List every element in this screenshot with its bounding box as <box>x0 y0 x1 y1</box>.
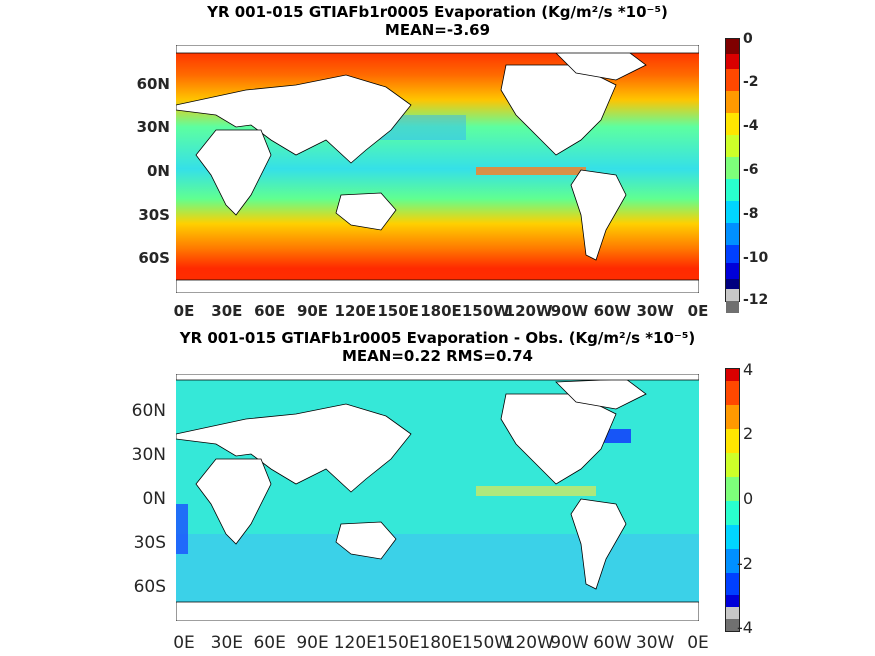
top-ytick-0n: 0N <box>147 162 170 180</box>
bottom-xtick-4: 120E <box>333 633 377 653</box>
bottom-xtick-10: 60W <box>593 633 632 653</box>
bottom-xtick-1: 30E <box>210 633 244 653</box>
bottom-map-svg <box>176 374 699 621</box>
antarctica <box>176 279 699 293</box>
bottom-xtick-8: 120W <box>504 633 554 653</box>
bottom-cb-0: 0 <box>743 489 754 508</box>
top-xtick-0: 0E <box>173 302 195 320</box>
bottom-xtick-0: 0E <box>173 633 195 653</box>
continents-bottom <box>176 374 699 621</box>
equatorial-bias <box>476 486 596 496</box>
bottom-panel: YR 001-015 GTIAFb1r0005 Evaporation - Ob… <box>0 328 875 656</box>
bottom-xtick-11: 30W <box>635 633 675 653</box>
top-ytick-30s: 30S <box>138 206 170 224</box>
top-xtick-12: 0E <box>687 302 709 320</box>
africa <box>195 458 272 545</box>
bottom-ytick-0n: 0N <box>142 489 166 509</box>
australia <box>335 521 397 560</box>
antarctica <box>176 601 699 621</box>
bottom-xtick-6: 180E <box>419 633 463 653</box>
top-title: YR 001-015 GTIAFb1r0005 Evaporation (Kg/… <box>0 3 875 39</box>
arctic <box>176 45 699 54</box>
bottom-colorbar <box>725 368 740 632</box>
bottom-xtick-5: 150E <box>376 633 420 653</box>
top-ytick-30n: 30N <box>136 118 170 136</box>
top-ytick-60s: 60S <box>138 249 170 267</box>
top-cb-m4: -4 <box>743 118 759 134</box>
top-xtick-6: 180E <box>420 302 462 320</box>
top-xtick-3: 90E <box>296 302 329 320</box>
arctic <box>176 374 699 381</box>
southern-ocean-bias <box>176 534 699 604</box>
equatorial-band <box>476 167 586 175</box>
top-xtick-2: 60E <box>254 302 286 320</box>
top-cb-m2: -2 <box>743 74 759 90</box>
top-cb-m6: -6 <box>743 162 759 178</box>
top-title-line1: YR 001-015 GTIAFb1r0005 Evaporation (Kg/… <box>207 3 668 21</box>
eurasia <box>176 74 412 164</box>
bottom-title-line1: YR 001-015 GTIAFb1r0005 Evaporation - Ob… <box>179 329 696 347</box>
bottom-xtick-3: 90E <box>296 633 329 653</box>
top-cb-m8: -8 <box>743 206 759 222</box>
top-cb-m12: -12 <box>743 292 769 308</box>
africa <box>195 129 272 216</box>
bottom-cb-m4: -4 <box>737 618 753 637</box>
top-title-line2: MEAN=-3.69 <box>384 21 491 39</box>
top-xtick-10: 60W <box>593 302 632 320</box>
top-colorbar <box>725 38 740 313</box>
bottom-xtick-2: 60E <box>253 633 286 653</box>
top-xtick-1: 30E <box>211 302 243 320</box>
bottom-cb-4: 4 <box>743 360 754 379</box>
australia <box>335 192 397 231</box>
bottom-xtick-9: 90W <box>550 633 589 653</box>
top-ytick-60n: 60N <box>136 75 170 93</box>
bottom-xtick-12: 0E <box>687 633 709 653</box>
top-cb-0: 0 <box>743 31 753 47</box>
bottom-cb-m2: -2 <box>737 554 753 573</box>
bottom-cb-2: 2 <box>743 424 754 443</box>
top-xtick-5: 150E <box>377 302 419 320</box>
bottom-ytick-60n: 60N <box>131 401 166 421</box>
benguela-bias <box>176 504 188 554</box>
south-america <box>570 498 627 590</box>
top-map <box>176 45 699 293</box>
eurasia <box>176 403 412 493</box>
bottom-ytick-30n: 30N <box>131 445 166 465</box>
bottom-ytick-30s: 30S <box>133 533 166 553</box>
bottom-xtick-7: 150W <box>461 633 512 653</box>
continents <box>176 45 699 293</box>
bottom-title: YR 001-015 GTIAFb1r0005 Evaporation - Ob… <box>0 329 875 365</box>
top-xtick-8: 120W <box>504 302 553 320</box>
top-panel: YR 001-015 GTIAFb1r0005 Evaporation (Kg/… <box>0 3 875 320</box>
top-xtick-7: 150W <box>461 302 510 320</box>
bottom-title-line2: MEAN=0.22 RMS=0.74 <box>342 347 533 365</box>
top-xtick-11: 30W <box>636 302 674 320</box>
top-map-svg <box>176 45 699 293</box>
top-xtick-4: 120E <box>334 302 377 320</box>
bottom-ytick-60s: 60S <box>133 577 166 597</box>
top-xtick-9: 90W <box>550 302 589 320</box>
top-cb-m10: -10 <box>743 250 769 266</box>
bottom-map <box>176 374 699 621</box>
south-america <box>570 169 627 261</box>
